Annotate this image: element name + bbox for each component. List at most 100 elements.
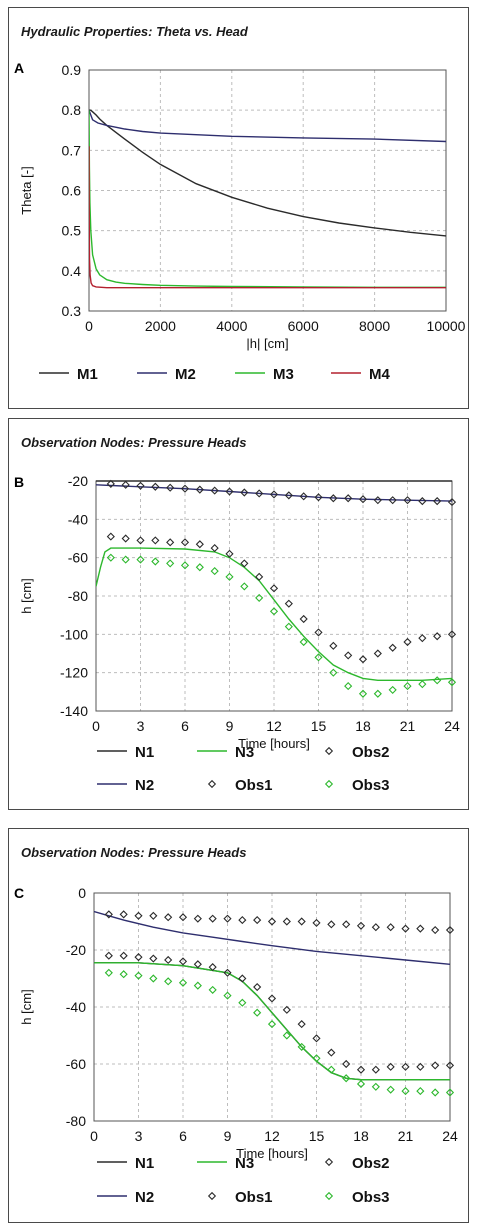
series-n3: [96, 547, 453, 681]
legend-label: M2: [175, 366, 196, 383]
data-point: [269, 584, 279, 593]
panel-letter: C: [14, 885, 25, 901]
y-tick-label: 0: [78, 885, 86, 901]
data-point: [164, 955, 173, 965]
data-point: [166, 559, 175, 568]
data-point: [104, 968, 113, 977]
data-point: [151, 557, 160, 566]
chart-title: Observation Nodes: Pressure Heads: [21, 435, 247, 450]
data-point: [329, 668, 338, 677]
series-line: [89, 109, 447, 237]
data-point: [327, 1048, 336, 1057]
x-tick-label: 24: [442, 1128, 458, 1144]
data-point: [253, 982, 262, 992]
data-point: [358, 655, 368, 664]
data-point: [121, 534, 130, 543]
data-point: [225, 549, 234, 558]
chart-a: 0 2000 4000 6000 8000 10000 0.3 0.4 0.5 0.6 0.7 0.8…: [19, 62, 466, 383]
x-tick-label: 12: [266, 718, 282, 734]
series-obs1: [106, 479, 457, 507]
data-point: [166, 483, 175, 492]
panel-b: Observation Nodes: Pressure Heads B 0 3 6 9…: [8, 418, 469, 810]
chart-c: 0 3 6 9 12 15 18 21 24 0 -20 -40 -60 -80 Time [hours] h…: [19, 885, 458, 1206]
y-tick-label: 0.4: [62, 263, 82, 279]
legend-item: M1: [39, 366, 98, 383]
data-point: [164, 977, 173, 986]
chart-title: Hydraulic Properties: Theta vs. Head: [21, 24, 248, 39]
data-point: [164, 913, 173, 922]
data-point: [329, 641, 338, 650]
data-point: [255, 593, 264, 602]
data-point: [356, 1065, 366, 1074]
chart-b: 0 3 6 9 12 15 18 21 24 -20 -40 -60 -80 -100 -120 -140 Ti…: [19, 473, 460, 794]
data-point: [151, 536, 160, 545]
data-point: [312, 1054, 321, 1063]
data-point: [180, 538, 190, 547]
legend-label: Obs3: [352, 1189, 390, 1206]
x-tick-label: 18: [353, 1128, 369, 1144]
data-point: [418, 634, 427, 643]
data-point: [119, 951, 128, 960]
data-point: [371, 1082, 380, 1091]
series-obs3: [104, 968, 455, 1097]
data-point: [299, 614, 308, 624]
x-tick-label: 18: [355, 718, 371, 734]
data-point: [418, 680, 427, 689]
panel-letter: A: [14, 60, 25, 76]
data-point: [178, 913, 188, 922]
y-tick-label: -20: [66, 942, 86, 958]
data-point: [193, 981, 202, 990]
data-point: [447, 630, 457, 639]
panel-letter: B: [14, 474, 25, 490]
series-m2: [89, 109, 447, 143]
x-axis-label: |h| [cm]: [246, 336, 288, 351]
x-tick-label: 15: [311, 718, 327, 734]
data-point: [106, 553, 115, 562]
data-point: [445, 1061, 455, 1070]
data-point: [238, 915, 247, 925]
y-tick-label: 0.8: [62, 102, 82, 118]
data-point: [238, 998, 247, 1007]
data-point: [106, 479, 115, 488]
legend-item: N1: [97, 744, 154, 761]
data-point: [388, 685, 397, 694]
data-point: [104, 951, 113, 960]
data-point: [255, 572, 264, 581]
data-point: [431, 1088, 440, 1097]
data-point: [134, 971, 143, 980]
x-tick-label: 6000: [288, 318, 319, 334]
data-point: [178, 978, 188, 987]
series-line: [89, 110, 446, 288]
data-point: [314, 653, 323, 662]
legend-item: Obs3: [324, 1189, 390, 1206]
data-point: [269, 490, 279, 499]
y-tick-label: -40: [66, 999, 86, 1015]
series-n2: [94, 910, 451, 965]
data-point: [386, 1062, 395, 1071]
series-line: [96, 547, 453, 681]
legend-item: Obs3: [324, 777, 390, 794]
data-point: [312, 1034, 321, 1043]
data-point: [210, 544, 219, 553]
x-tick-label: 21: [400, 718, 416, 734]
legend-label: Obs1: [235, 1189, 273, 1206]
data-point: [445, 925, 455, 935]
series-m3: [89, 110, 446, 288]
gridlines: [95, 480, 453, 712]
data-point: [255, 489, 264, 498]
data-point: [149, 954, 158, 963]
data-point: [314, 493, 323, 502]
legend-label: M4: [369, 366, 390, 383]
data-point: [431, 925, 440, 935]
data-point: [386, 1085, 395, 1094]
data-point: [342, 1074, 351, 1083]
data-point: [193, 914, 202, 923]
data-point: [433, 632, 442, 641]
data-point: [121, 480, 130, 489]
legend-item: M3: [235, 366, 294, 383]
data-point: [329, 494, 338, 503]
data-point: [223, 968, 232, 977]
data-point: [327, 920, 336, 929]
y-tick-label: -40: [68, 511, 88, 527]
x-tick-label: 9: [226, 718, 234, 734]
